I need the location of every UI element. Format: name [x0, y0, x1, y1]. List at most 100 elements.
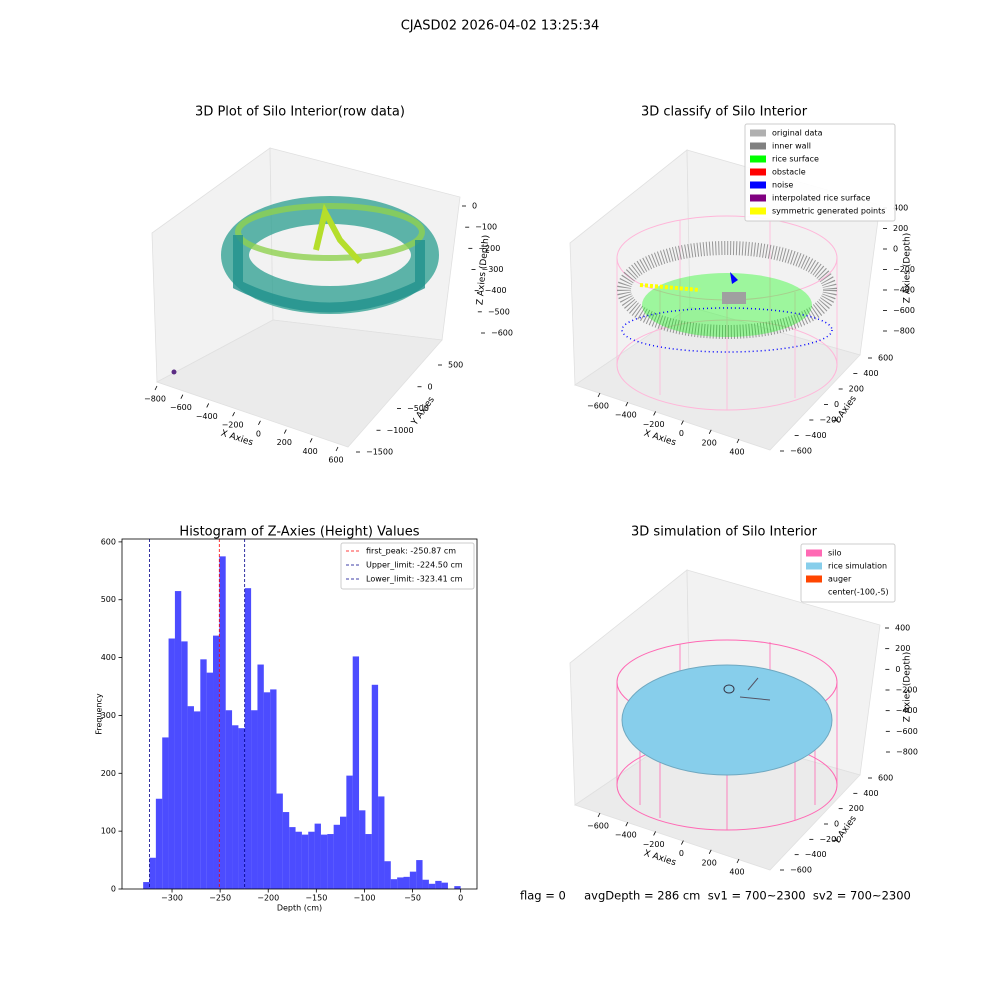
tick-mark	[708, 429, 712, 434]
legend: first_peak: -250.87 cm Upper_limit: -224.…	[340, 542, 475, 590]
bar	[397, 877, 404, 889]
subplot-title: Histogram of Z-Axies (Height) Values	[179, 525, 419, 540]
y-tick-label: 400	[863, 789, 878, 798]
x-tick-label: −400	[196, 412, 218, 421]
bar	[314, 823, 321, 889]
legend-swatch	[750, 181, 766, 189]
bar	[384, 861, 391, 889]
figure-title: CJASD02 2026-04-02 13:25:34	[401, 19, 600, 34]
bar	[187, 706, 194, 889]
x-tick-label: −200	[222, 421, 244, 430]
bar	[225, 710, 233, 889]
x-axis-label: Depth (cm)	[277, 904, 322, 913]
bar	[174, 591, 182, 889]
y-tick-label: 500	[448, 361, 463, 370]
bar	[409, 871, 417, 889]
z-tick-label: −400	[896, 706, 918, 715]
bar	[333, 824, 341, 889]
legend-frame	[800, 543, 896, 603]
legend-swatch	[750, 142, 766, 150]
y-tick-label: −200	[819, 835, 841, 844]
tick-mark	[653, 411, 656, 416]
tick-mark	[708, 849, 712, 854]
y-tick-label: 200	[849, 804, 864, 813]
bar	[162, 737, 169, 889]
x-tick-label: −150	[305, 894, 327, 903]
bar	[155, 798, 163, 889]
bar	[422, 879, 429, 889]
tick-mark	[232, 411, 235, 417]
legend-label: auger	[828, 575, 852, 584]
z-tick-label: 400	[895, 624, 910, 633]
x-tick-label: −250	[209, 894, 231, 903]
x-tick-label: 0	[256, 429, 261, 438]
tick-mark	[258, 420, 261, 426]
bar	[276, 793, 283, 889]
y-tick-label: −200	[819, 416, 841, 425]
legend-label: rice surface	[772, 155, 819, 164]
bar	[193, 711, 201, 889]
y-tick-label: 200	[849, 385, 864, 394]
bar	[320, 834, 328, 889]
legend-swatch	[806, 575, 822, 583]
z-tick-label: −500	[488, 307, 510, 316]
legend-swatch	[750, 168, 766, 176]
z-tick-label: 0	[472, 202, 477, 211]
z-tick-label: −600	[491, 329, 513, 338]
bar	[181, 641, 188, 889]
legend-label: first_peak: -250.87 cm	[366, 547, 456, 556]
bar	[365, 834, 372, 889]
z-tick-label: 200	[895, 644, 910, 653]
legend-swatch	[750, 155, 766, 163]
y-tick-label: 600	[101, 537, 116, 546]
y-tick-label: −600	[790, 866, 812, 875]
z-tick-label: −600	[893, 306, 915, 315]
z-tick-label: −800	[896, 748, 918, 757]
bar	[428, 883, 436, 889]
tick-mark	[206, 403, 210, 408]
z-tick-label: −200	[893, 265, 915, 274]
tick-mark	[681, 420, 684, 425]
y-axis-label: Frequency	[95, 693, 104, 735]
legend-label: interpolated rice surface	[772, 194, 870, 203]
x-tick-label: −300	[161, 894, 183, 903]
plot-frame	[121, 538, 478, 890]
x-tick-label: −800	[144, 395, 166, 404]
x-tick-label: 0	[458, 894, 463, 903]
tick-mark	[681, 840, 684, 845]
x-tick-label: −200	[257, 894, 279, 903]
bar	[244, 588, 252, 889]
tick-mark	[283, 429, 287, 434]
y-tick-label: −1000	[387, 426, 414, 435]
y-tick-label: 400	[863, 369, 878, 378]
bar	[257, 664, 264, 889]
x-tick-label: 400	[729, 448, 744, 457]
bar	[149, 857, 156, 889]
x-tick-label: −600	[587, 822, 609, 831]
z-tick-label: −400	[893, 286, 915, 295]
z-tick-label: 0	[893, 245, 898, 254]
y-tick-label: 0	[111, 885, 116, 894]
tick-mark	[625, 402, 629, 407]
legend-swatch	[750, 207, 766, 215]
z-tick-label: −800	[893, 327, 915, 336]
z-axis-label: Z Axies (Depth)	[903, 233, 913, 304]
bar	[441, 882, 448, 889]
bar	[282, 812, 290, 889]
legend-label: silo	[828, 549, 842, 558]
legend-swatch	[806, 549, 822, 557]
legend-label: Lower_limit: -323.41 cm	[366, 575, 463, 584]
legend-swatch	[806, 562, 822, 570]
y-tick-label: −1500	[366, 448, 393, 457]
bar	[289, 827, 296, 889]
x-tick-label: 0	[679, 849, 684, 858]
legend-frame	[340, 542, 475, 590]
tick-mark	[154, 385, 158, 391]
bar	[340, 816, 347, 889]
bar	[390, 879, 398, 889]
bar	[232, 725, 239, 889]
y-tick-label: 0	[834, 820, 839, 829]
tick-mark	[309, 438, 313, 443]
y-tick-label: −600	[790, 447, 812, 456]
tick-mark	[180, 394, 184, 399]
